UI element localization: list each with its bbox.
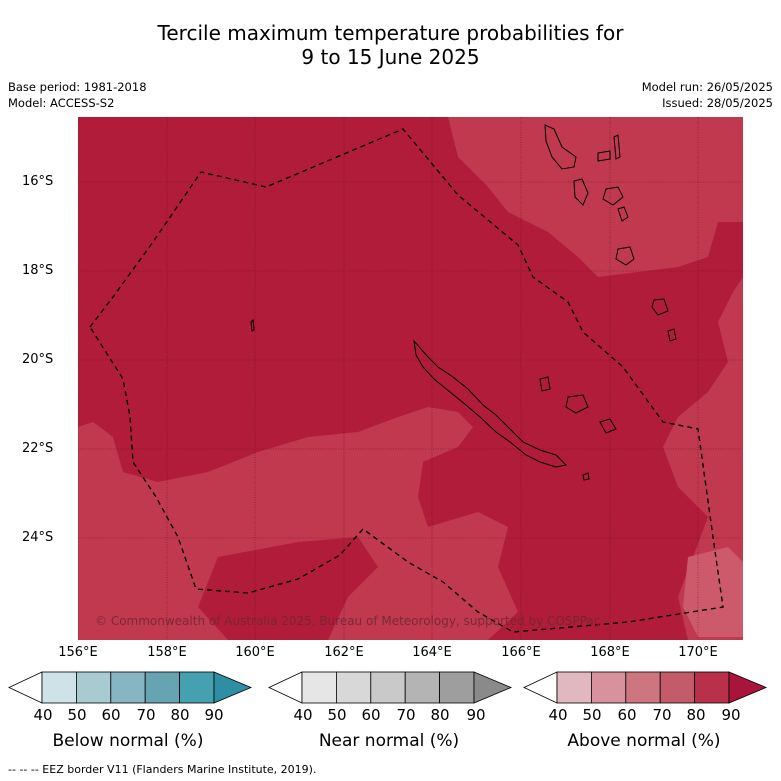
near-min-triangle — [268, 671, 303, 704]
above-tick-70: 70 — [652, 706, 672, 724]
small-island-1 — [582, 472, 590, 481]
near-segment-2 — [336, 671, 372, 704]
above-tick-80: 80 — [686, 706, 706, 724]
above-80-patch-southwest — [198, 537, 378, 640]
issued-text: Issued: 28/05/2025 — [662, 96, 773, 110]
lon-label-156e: 156°E — [58, 645, 98, 660]
lat-label-22s: 22°S — [22, 441, 54, 456]
near-segment-4 — [404, 671, 440, 704]
near-segment-1 — [301, 671, 337, 704]
above-segment-4 — [659, 671, 695, 704]
below-tick-70: 70 — [136, 706, 156, 724]
matthew-island — [667, 328, 677, 342]
colorbar-near-segments — [268, 671, 512, 704]
above-tick-50: 50 — [582, 706, 602, 724]
lifou-island — [565, 394, 589, 414]
lon-label-170e: 170°E — [678, 645, 718, 660]
below-tick-50: 50 — [67, 706, 87, 724]
near-max-triangle — [473, 671, 512, 704]
espiritu-santo-island — [544, 124, 577, 170]
anatom-island — [651, 298, 669, 316]
base-period-text: Base period: 1981-2018 — [8, 80, 147, 94]
copyright-text: © Commonwealth of Australia 2025, Bureau… — [95, 614, 601, 628]
above-segment-2 — [591, 671, 627, 704]
near-segment-3 — [370, 671, 406, 704]
map-title-line1: Tercile maximum temperature probabilitie… — [157, 21, 624, 45]
below-tick-40: 40 — [33, 706, 53, 724]
lon-label-168e: 168°E — [590, 645, 630, 660]
eez-footer-note: -- -- -- EEZ border V11 (Flanders Marine… — [8, 763, 317, 776]
small-island-2 — [250, 318, 255, 332]
eez-border — [89, 128, 724, 633]
near-normal-label: Near normal (%) — [318, 731, 460, 751]
mare-island — [599, 418, 617, 434]
below-segment-3 — [110, 671, 146, 704]
ouvea-island — [539, 376, 551, 392]
map-title-line2: 9 to 15 June 2025 — [301, 45, 480, 69]
lon-label-166e: 166°E — [501, 645, 541, 660]
near-tick-70: 70 — [396, 706, 416, 724]
colorbar-near — [268, 671, 512, 704]
near-segment-5 — [439, 671, 475, 704]
near-tick-90: 90 — [466, 706, 486, 724]
lat-label-16s: 16°S — [22, 174, 54, 189]
lat-label-18s: 18°S — [22, 263, 54, 278]
above-60-patch-southeast — [683, 547, 743, 637]
lat-label-24s: 24°S — [22, 530, 54, 545]
tanna-island — [615, 246, 635, 266]
near-tick-60: 60 — [361, 706, 381, 724]
above-segment-3 — [625, 671, 661, 704]
near-tick-80: 80 — [430, 706, 450, 724]
above-segment-1 — [556, 671, 592, 704]
probability-map — [78, 117, 743, 640]
vanuatu-island-3 — [597, 150, 611, 162]
below-segment-1 — [41, 671, 77, 704]
below-segment-2 — [76, 671, 112, 704]
vanuatu-island-4 — [613, 134, 621, 160]
lon-label-160e: 160°E — [235, 645, 275, 660]
colorbar-below — [8, 671, 252, 704]
model-run-text: Model run: 26/05/2025 — [641, 80, 773, 94]
lat-label-20s: 20°S — [22, 352, 54, 367]
above-normal-label: Above normal (%) — [567, 731, 721, 751]
below-min-triangle — [8, 671, 43, 704]
lon-label-164e: 164°E — [412, 645, 452, 660]
above-70-region-southwest — [78, 407, 518, 640]
new-caledonia-island — [413, 339, 568, 468]
above-tick-40: 40 — [548, 706, 568, 724]
above-70-region-east — [448, 117, 743, 277]
erromango-island — [617, 206, 629, 222]
graticule — [78, 117, 743, 640]
above-segment-5 — [694, 671, 730, 704]
efate-island — [602, 186, 624, 206]
below-segment-4 — [144, 671, 180, 704]
above-min-triangle — [523, 671, 558, 704]
colorbar-above — [523, 671, 767, 704]
model-text: Model: ACCESS-S2 — [8, 96, 115, 110]
below-tick-80: 80 — [170, 706, 190, 724]
below-tick-60: 60 — [101, 706, 121, 724]
malekula-island — [573, 178, 589, 206]
colorbar-below-segments — [8, 671, 252, 704]
near-tick-40: 40 — [293, 706, 313, 724]
below-segment-5 — [179, 671, 215, 704]
colorbar-above-segments — [523, 671, 767, 704]
below-max-triangle — [213, 671, 252, 704]
above-tick-60: 60 — [617, 706, 637, 724]
lon-label-158e: 158°E — [147, 645, 187, 660]
near-tick-50: 50 — [327, 706, 347, 724]
above-max-triangle — [728, 671, 767, 704]
below-normal-label: Below normal (%) — [52, 731, 204, 751]
lon-label-162e: 162°E — [324, 645, 364, 660]
above-tick-90: 90 — [721, 706, 741, 724]
below-tick-90: 90 — [204, 706, 224, 724]
